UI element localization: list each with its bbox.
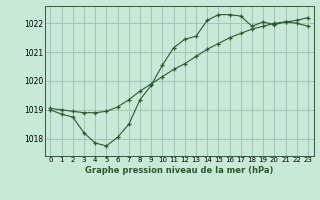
X-axis label: Graphe pression niveau de la mer (hPa): Graphe pression niveau de la mer (hPa) bbox=[85, 166, 273, 175]
